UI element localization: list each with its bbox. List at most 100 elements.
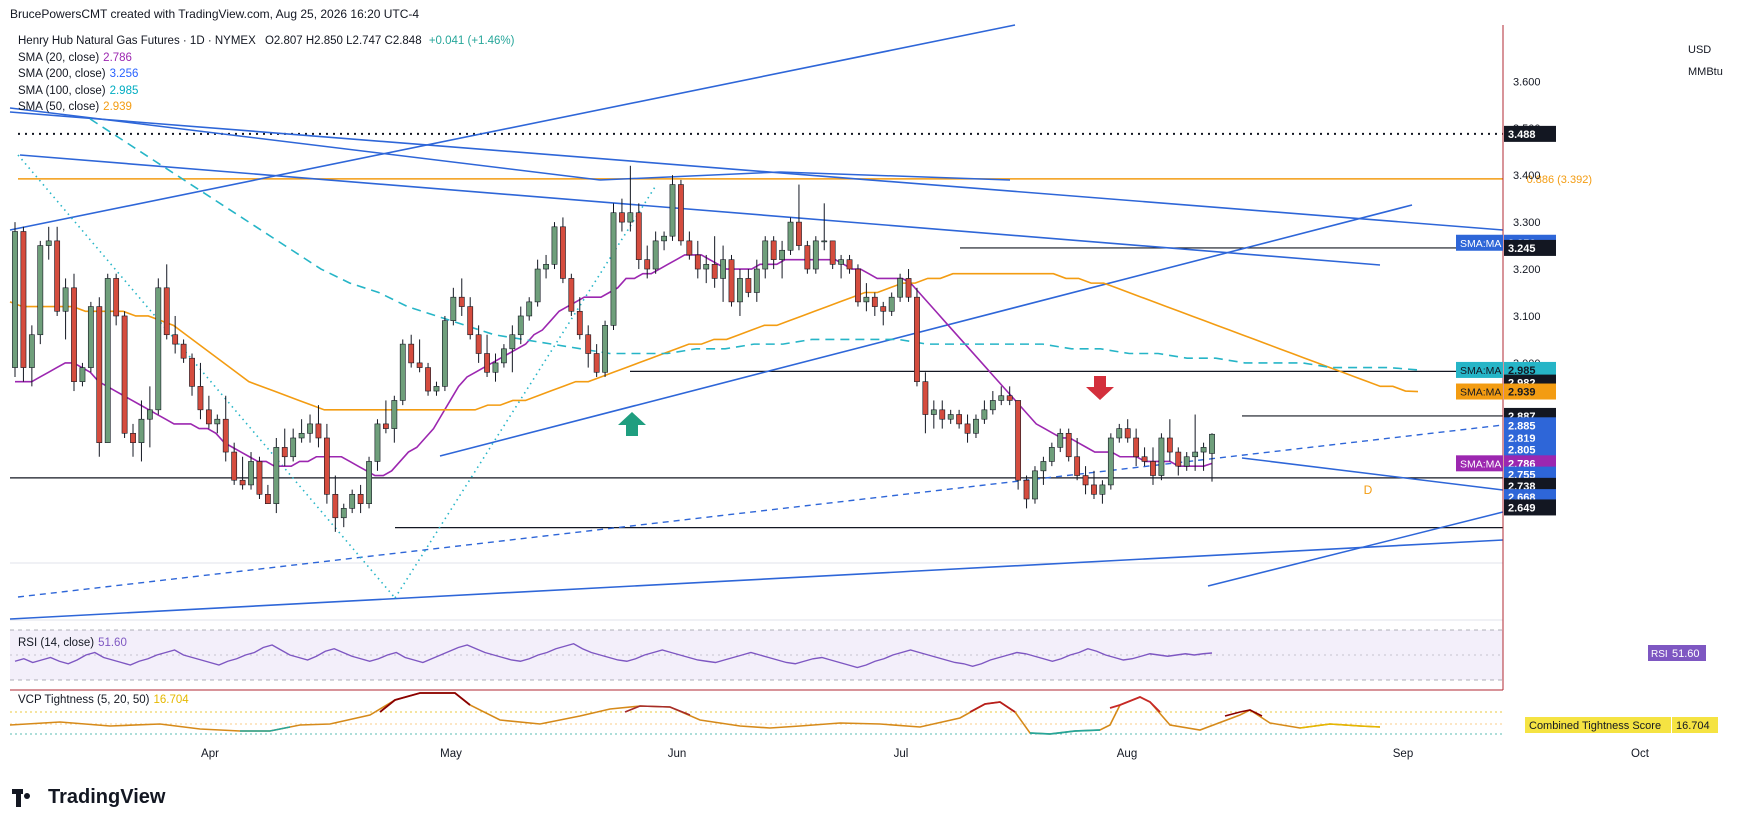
- candle-up[interactable]: [450, 296, 457, 321]
- dotted-trendline[interactable]: [17, 154, 396, 599]
- trendline[interactable]: [9, 107, 601, 181]
- candle-up[interactable]: [737, 278, 743, 303]
- candle-up[interactable]: [1192, 451, 1199, 458]
- candle-up[interactable]: [1107, 437, 1114, 486]
- candle-up[interactable]: [753, 268, 760, 293]
- price-label-tag[interactable]: [1504, 125, 1556, 142]
- candle-up[interactable]: [45, 240, 52, 246]
- dotted-trendline[interactable]: [394, 186, 656, 599]
- candle-up[interactable]: [703, 264, 710, 270]
- price-label-tag[interactable]: [1504, 441, 1556, 458]
- candle-down[interactable]: [408, 343, 415, 364]
- candle-down[interactable]: [281, 447, 288, 458]
- candle-down[interactable]: [484, 353, 490, 373]
- candle-up[interactable]: [517, 315, 524, 336]
- candle-up[interactable]: [602, 325, 608, 373]
- candle-up[interactable]: [37, 245, 44, 336]
- trendline[interactable]: [17, 424, 1504, 598]
- candle-up[interactable]: [391, 400, 398, 429]
- candle-down[interactable]: [568, 278, 575, 312]
- candle-down[interactable]: [189, 357, 195, 387]
- candle-up[interactable]: [897, 278, 904, 298]
- candle-up[interactable]: [652, 240, 659, 270]
- candle-up[interactable]: [340, 508, 347, 519]
- candle-up[interactable]: [155, 287, 162, 411]
- candle-up[interactable]: [981, 409, 988, 420]
- trendline[interactable]: [19, 154, 1381, 266]
- candle-down[interactable]: [1015, 400, 1022, 481]
- trendline[interactable]: [9, 111, 1504, 231]
- candle-up[interactable]: [1158, 437, 1165, 476]
- candle-down[interactable]: [96, 306, 103, 443]
- candle-up[interactable]: [509, 334, 516, 350]
- candle-down[interactable]: [121, 315, 128, 434]
- candle-down[interactable]: [694, 254, 701, 270]
- candle-up[interactable]: [610, 212, 617, 326]
- candle-up[interactable]: [762, 240, 769, 270]
- candle-up[interactable]: [779, 249, 785, 260]
- candle-down[interactable]: [1150, 461, 1156, 476]
- candle-down[interactable]: [222, 418, 229, 453]
- candle-down[interactable]: [197, 386, 204, 411]
- candle-up[interactable]: [661, 235, 667, 242]
- candle-up[interactable]: [501, 348, 507, 364]
- trendline[interactable]: [1241, 457, 1504, 491]
- legend-sma20[interactable]: SMA (20, close) 2.786: [18, 50, 514, 67]
- candle-up[interactable]: [1183, 456, 1190, 467]
- candle-down[interactable]: [205, 409, 212, 425]
- candle-down[interactable]: [1074, 456, 1081, 476]
- symbol-title[interactable]: Henry Hub Natural Gas Futures · 1D · NYM…: [18, 35, 256, 47]
- candle-down[interactable]: [593, 353, 600, 373]
- candle-up[interactable]: [104, 278, 111, 443]
- candle-down[interactable]: [1023, 479, 1030, 500]
- candle-down[interactable]: [905, 278, 912, 298]
- candle-up[interactable]: [492, 362, 499, 373]
- candle-up[interactable]: [1057, 432, 1064, 448]
- candle-down[interactable]: [880, 306, 887, 312]
- candle-down[interactable]: [20, 231, 27, 368]
- currency-unit[interactable]: USD MMBtu: [1688, 36, 1723, 86]
- candle-up[interactable]: [433, 386, 440, 392]
- price-axis[interactable]: 3.6003.5003.4003.3003.2003.1003.0003.488…: [10, 25, 1556, 691]
- candle-down[interactable]: [332, 493, 339, 519]
- candle-up[interactable]: [79, 367, 86, 382]
- candle-up[interactable]: [1048, 447, 1055, 462]
- candle-up[interactable]: [349, 493, 356, 509]
- price-label-tag[interactable]: [1504, 383, 1556, 400]
- candle-down[interactable]: [231, 451, 238, 481]
- candle-down[interactable]: [383, 423, 389, 429]
- candle-down[interactable]: [804, 245, 811, 270]
- candle-up[interactable]: [366, 461, 372, 504]
- candle-down[interactable]: [939, 409, 946, 420]
- candle-up[interactable]: [534, 268, 541, 303]
- ma-tag[interactable]: [1456, 383, 1503, 400]
- ma-tag[interactable]: [1456, 455, 1503, 472]
- candle-up[interactable]: [551, 226, 558, 265]
- candle-down[interactable]: [239, 479, 246, 486]
- candle-up[interactable]: [214, 418, 221, 425]
- candle-down[interactable]: [315, 423, 322, 439]
- candle-down[interactable]: [922, 381, 929, 415]
- candle-up[interactable]: [62, 287, 69, 312]
- sma100-line[interactable]: [89, 118, 1419, 371]
- candle-up[interactable]: [374, 423, 381, 462]
- candle-up[interactable]: [87, 306, 94, 368]
- candle-down[interactable]: [180, 343, 187, 359]
- candle-up[interactable]: [947, 414, 954, 420]
- trendline[interactable]: [439, 204, 1413, 457]
- candle-down[interactable]: [467, 306, 474, 336]
- ma-tag[interactable]: [1456, 234, 1503, 251]
- candle-up[interactable]: [1200, 447, 1207, 453]
- candle-down[interactable]: [54, 240, 61, 312]
- sma50-line[interactable]: [9, 272, 1419, 411]
- candle-up[interactable]: [821, 240, 828, 243]
- vcp-line[interactable]: [9, 692, 1381, 735]
- candle-down[interactable]: [964, 423, 971, 434]
- candle-down[interactable]: [728, 259, 735, 303]
- candle-down[interactable]: [956, 414, 963, 425]
- candle-down[interactable]: [678, 184, 684, 242]
- legend-sma100[interactable]: SMA (100, close) 2.985: [18, 83, 514, 100]
- price-label-tag[interactable]: [1504, 499, 1556, 516]
- candle-down[interactable]: [1141, 456, 1148, 462]
- vcp-legend[interactable]: VCP Tightness (5, 20, 50) 16.704: [18, 694, 189, 706]
